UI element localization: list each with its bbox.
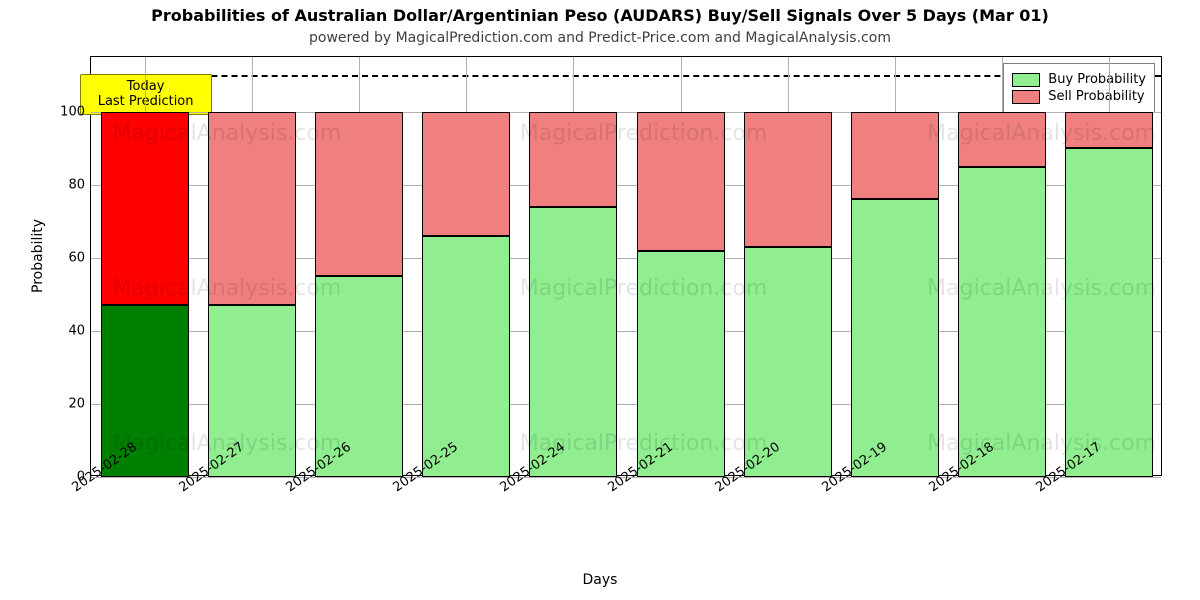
bar-buy bbox=[1065, 148, 1153, 477]
annotation-line-2: Last Prediction bbox=[89, 94, 203, 110]
annotation-line-1: Today bbox=[89, 79, 203, 95]
bar-sell bbox=[851, 112, 939, 200]
legend-label-sell: Sell Probability bbox=[1048, 89, 1144, 104]
chart-title: Probabilities of Australian Dollar/Argen… bbox=[0, 6, 1200, 25]
bar-buy bbox=[851, 199, 939, 477]
legend-swatch-buy bbox=[1012, 73, 1040, 87]
bar-sell bbox=[101, 112, 189, 306]
y-tick-label: 20 bbox=[68, 396, 85, 411]
bar-buy bbox=[529, 207, 617, 477]
legend-label-buy: Buy Probability bbox=[1048, 72, 1146, 87]
bar-sell bbox=[1065, 112, 1153, 149]
bar-buy bbox=[958, 167, 1046, 477]
bar-sell bbox=[744, 112, 832, 247]
bar-buy bbox=[744, 247, 832, 477]
bar-buy bbox=[422, 236, 510, 477]
legend-item-sell: Sell Probability bbox=[1012, 89, 1146, 104]
chart-subtitle: powered by MagicalPrediction.com and Pre… bbox=[0, 30, 1200, 46]
bar-buy bbox=[637, 251, 725, 477]
bar-sell bbox=[958, 112, 1046, 167]
y-tick-label: 40 bbox=[68, 323, 85, 338]
today-annotation: Today Last Prediction bbox=[80, 74, 212, 115]
bar-sell bbox=[315, 112, 403, 276]
y-tick-label: 100 bbox=[60, 104, 85, 119]
bar-sell bbox=[422, 112, 510, 236]
legend: Buy Probability Sell Probability bbox=[1003, 63, 1155, 113]
y-tick-label: 80 bbox=[68, 177, 85, 192]
y-axis-label: Probability bbox=[30, 219, 46, 293]
y-tick-label: 60 bbox=[68, 250, 85, 265]
legend-swatch-sell bbox=[1012, 90, 1040, 104]
bar-sell bbox=[637, 112, 725, 251]
legend-item-buy: Buy Probability bbox=[1012, 72, 1146, 87]
bar-buy bbox=[315, 276, 403, 477]
plot-area: Today Last Prediction Buy Probability Se… bbox=[90, 56, 1162, 476]
bar-sell bbox=[529, 112, 617, 207]
bar-sell bbox=[208, 112, 296, 306]
figure: Probabilities of Australian Dollar/Argen… bbox=[0, 0, 1200, 600]
x-axis-label: Days bbox=[0, 572, 1200, 588]
